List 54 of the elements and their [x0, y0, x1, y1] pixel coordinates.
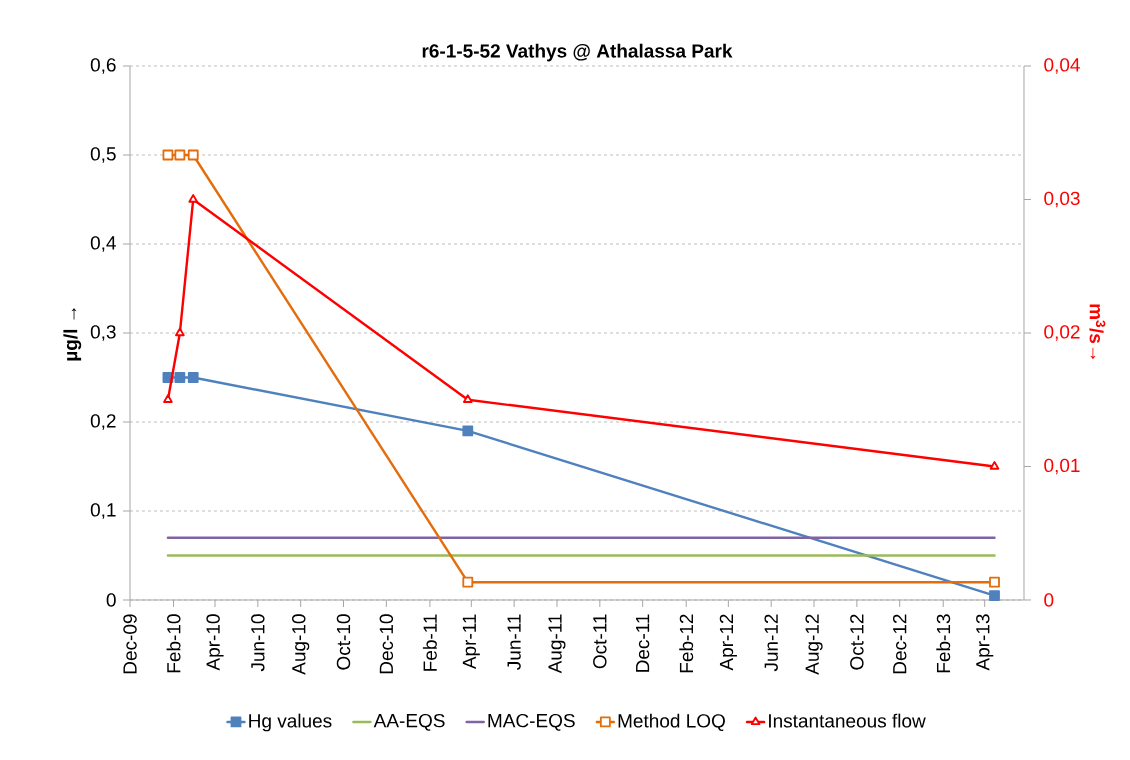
x-tick-label: Apr-11 — [462, 614, 480, 670]
legend-label: Hg values — [249, 713, 332, 732]
x-tick-label: Apr-13 — [976, 614, 994, 671]
y-tick-label: 0,5 — [90, 147, 116, 163]
point — [463, 394, 473, 403]
y2-tick-label: 0,04 — [1044, 58, 1080, 74]
point — [174, 149, 186, 161]
x-tick-label: Feb-13 — [936, 614, 951, 673]
x-tick-label: Dec-11 — [636, 614, 650, 672]
x-tick-label: Aug-11 — [548, 614, 566, 674]
point — [187, 372, 199, 383]
x-tick-label: Jun-10 — [251, 614, 265, 672]
x-tick-label: Dec-12 — [892, 614, 907, 674]
x-tick-label: Dec-09 — [123, 614, 137, 674]
y2-tick-label: 0,01 — [1044, 458, 1080, 475]
point — [989, 461, 1000, 470]
x-tick-label: Feb-12 — [679, 614, 694, 673]
x-tick-label: Jun-11 — [507, 614, 521, 670]
x-tick-label: Aug-10 — [292, 614, 310, 675]
x-tick-label: Dec-10 — [379, 614, 394, 674]
x-tick-label: Oct-12 — [850, 614, 864, 670]
x-tick-label: Feb-11 — [422, 614, 437, 671]
x-tick-label: Aug-12 — [805, 614, 823, 675]
y-tick-label: 0,4 — [90, 236, 116, 252]
point — [462, 425, 474, 437]
y-tick-label: 0,2 — [90, 414, 116, 430]
legend-label: MAC-EQS — [488, 713, 575, 731]
x-tick-label: Oct-11 — [593, 614, 607, 669]
point — [187, 149, 199, 161]
x-tick-label: Jun-12 — [764, 614, 778, 672]
point — [174, 372, 186, 383]
y-tick-label: 0,6 — [90, 58, 116, 74]
y-tick-label: 0 — [106, 593, 116, 607]
x-tick-label: Oct-10 — [336, 614, 351, 670]
point — [175, 327, 185, 337]
y-tick-label: 0,3 — [90, 325, 116, 341]
y2-axis-title: m$^{3}$/s→ — [1089, 304, 1106, 359]
y-tick-label: 0,1 — [90, 503, 116, 519]
x-tick-label: Apr-12 — [719, 614, 737, 671]
legend-label: Instantaneous flow — [769, 713, 926, 728]
y2-tick-label: 0,03 — [1044, 191, 1080, 208]
point — [188, 194, 199, 203]
y-axis-title: µg/l → — [63, 308, 82, 361]
chart-title: r6-1-5-52 Vathys @ Athalassa Park — [422, 43, 733, 62]
point — [989, 576, 1000, 588]
legend-label: Method LOQ — [618, 713, 725, 732]
legend-label: AA-EQS — [373, 713, 445, 731]
y2-tick-label: 0,02 — [1044, 325, 1080, 341]
y2-tick-label: 0 — [1044, 593, 1054, 607]
x-tick-label: Feb-10 — [166, 614, 181, 673]
point — [989, 590, 1000, 601]
point — [163, 394, 173, 403]
x-tick-label: Apr-10 — [206, 614, 224, 671]
point — [462, 576, 474, 588]
